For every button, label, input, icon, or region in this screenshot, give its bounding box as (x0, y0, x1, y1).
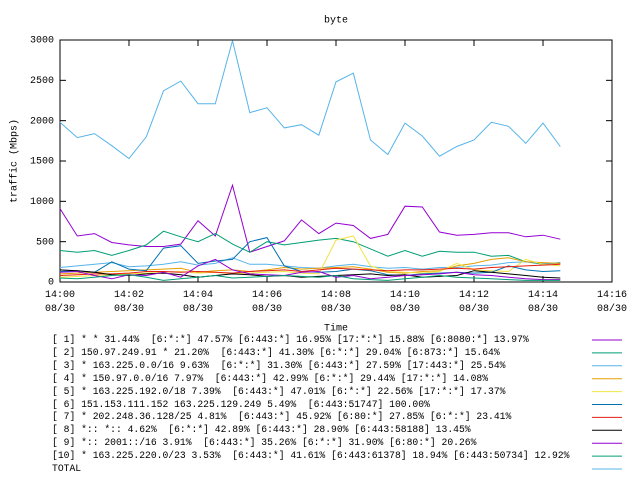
x-tick-label: 14:04 08/30 (182, 290, 213, 315)
legend-label: [ 1] * * 31.44% [6:*:*] 47.57% [6:443:*]… (52, 334, 529, 345)
y-tick-label: 2500 (30, 76, 54, 87)
series-line (59, 263, 561, 276)
x-tick-label: 14:08 08/30 (320, 290, 351, 315)
series-line (59, 183, 561, 253)
legend-label: [ 4] * 150.97.0.0/16 7.97% [6:443:*] 42.… (52, 372, 489, 384)
x-tick-label: 14:10 08/30 (389, 290, 420, 315)
legend-label: [ 9] *:: 2001::/16 3.91% [6:443:*] 35.26… (52, 437, 477, 449)
y-tick-label: 2000 (30, 116, 54, 127)
legend-label: [ 2] 150.97.249.91 * 21.20% [6:443:*] 41… (52, 346, 500, 358)
chart-title: byte (324, 15, 348, 27)
x-tick-label: 14:12 08/30 (458, 290, 489, 315)
x-tick-label: 14:02 08/30 (113, 290, 144, 315)
x-tick-label: 14:00 08/30 (44, 290, 75, 315)
y-tick-label: 0 (48, 278, 54, 289)
legend-label: [ 3] * 163.225.0.0/16 9.63% [6:*:*] 31.3… (52, 359, 506, 371)
y-tick-label: 1500 (30, 157, 54, 168)
x-axis-label: Time (324, 323, 348, 335)
x-tick-label: 14:14 08/30 (527, 290, 558, 315)
series-line (59, 258, 561, 281)
legend-label: [10] * 163.225.220.0/23 3.53% [6:443:*] … (52, 450, 570, 462)
series-line (59, 237, 561, 277)
series-line (59, 274, 561, 281)
y-axis-label: traffic (Mbps) (9, 119, 21, 203)
series-line (59, 40, 561, 160)
series-line (59, 235, 561, 278)
series-line (59, 230, 561, 265)
legend-label: TOTAL (52, 463, 82, 474)
series-line (59, 257, 561, 270)
x-tick-label: 14:06 08/30 (251, 290, 282, 315)
legend-label: [ 8] *:: *:: 4.62% [6:*:*] 42.89% [6:443… (52, 424, 471, 436)
legend-label: [ 6] 151.153.111.152 163.225.129.249 5.4… (52, 398, 430, 410)
legend-label: [ 7] * 202.248.36.128/25 4.81% [6:443:*]… (52, 411, 512, 423)
y-tick-label: 1000 (30, 197, 54, 208)
y-tick-label: 3000 (30, 36, 54, 47)
y-tick-label: 500 (36, 237, 54, 248)
x-tick-label: 14:16 08/30 (596, 290, 627, 315)
legend-label: [ 5] * 163.225.192.0/18 7.39% [6:443:*] … (52, 385, 506, 397)
